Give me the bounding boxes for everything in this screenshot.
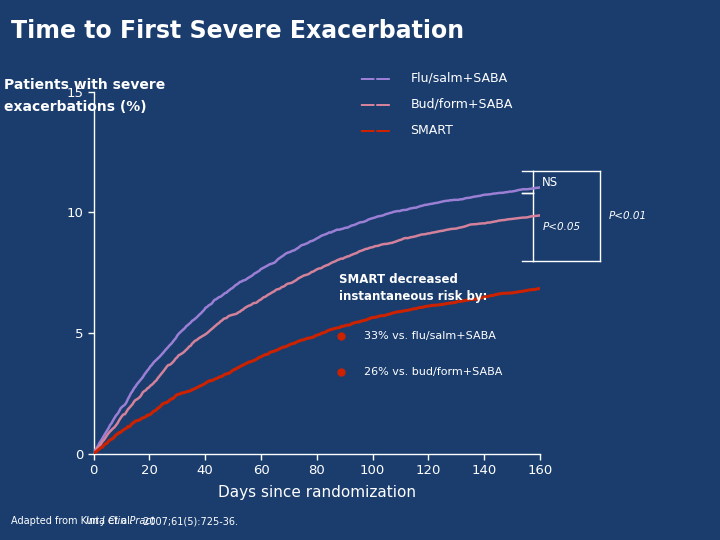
- Text: exacerbations (%): exacerbations (%): [4, 100, 146, 114]
- Text: 26% vs. bud/form+SABA: 26% vs. bud/form+SABA: [364, 367, 502, 377]
- Text: Int J Clin Pract: Int J Clin Pract: [86, 516, 155, 526]
- Text: P<0.01: P<0.01: [609, 211, 647, 221]
- Text: ——: ——: [360, 97, 396, 112]
- Text: SMART decreased
instantaneous risk by:: SMART decreased instantaneous risk by:: [339, 273, 487, 303]
- Text: Flu/salm+SABA: Flu/salm+SABA: [410, 72, 508, 85]
- Text: SMART: SMART: [410, 124, 454, 137]
- Text: Adapted from Kuna et al.: Adapted from Kuna et al.: [11, 516, 136, 526]
- Text: P<0.05: P<0.05: [542, 222, 580, 232]
- Text: Bud/form+SABA: Bud/form+SABA: [410, 98, 513, 111]
- Text: 33% vs. flu/salm+SABA: 33% vs. flu/salm+SABA: [364, 331, 495, 341]
- Text: ——: ——: [360, 71, 396, 86]
- Text: NS: NS: [542, 176, 558, 189]
- X-axis label: Days since randomization: Days since randomization: [218, 485, 416, 501]
- Text: Patients with severe: Patients with severe: [4, 78, 165, 92]
- Text: 2007;61(5):725-36.: 2007;61(5):725-36.: [140, 516, 238, 526]
- Text: ——: ——: [360, 123, 396, 138]
- Text: Time to First Severe Exacerbation: Time to First Severe Exacerbation: [11, 19, 464, 43]
